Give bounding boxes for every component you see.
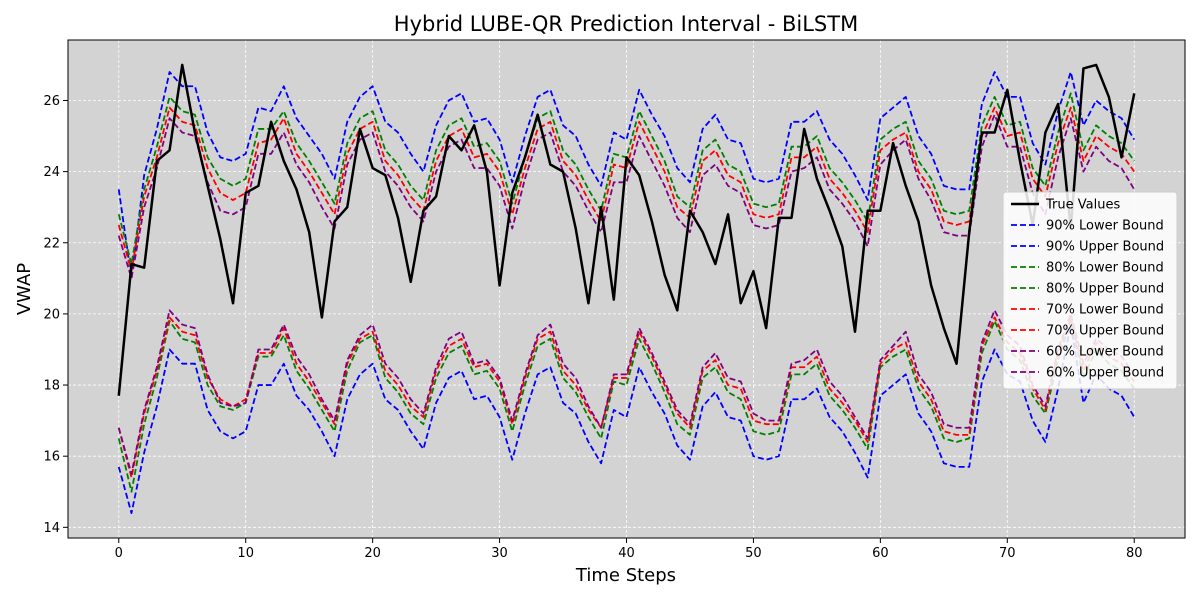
y-tick-label: 14 (43, 521, 60, 536)
series-line-60-upper-bound (117, 113, 1136, 280)
y-tick-label: 18 (43, 379, 60, 394)
y-tick-label: 26 (43, 94, 60, 109)
series-line-90-upper-bound (117, 71, 1136, 280)
y-axis-label: VWAP (14, 263, 35, 315)
x-axis-label: Time Steps (575, 565, 676, 586)
legend-label: 90% Lower Bound (1046, 219, 1164, 234)
series-line-90-lower-bound (117, 323, 1136, 514)
grid-lines (68, 40, 1185, 538)
x-tick-label: 80 (1126, 546, 1143, 561)
legend-label: 80% Lower Bound (1046, 261, 1164, 276)
y-tick-label: 20 (43, 307, 60, 322)
legend-label: 60% Lower Bound (1046, 345, 1164, 360)
legend-label: 70% Upper Bound (1046, 324, 1164, 339)
y-tick-label: 24 (43, 165, 60, 180)
legend-label: True Values (1045, 198, 1120, 213)
chart-title: Hybrid LUBE-QR Prediction Interval - BiL… (394, 12, 858, 36)
series-line-70-lower-bound (117, 316, 1135, 479)
x-tick-label: 40 (618, 546, 635, 561)
legend-label: 60% Upper Bound (1046, 366, 1164, 381)
legend-label: 80% Upper Bound (1046, 282, 1164, 297)
legend-label: 90% Upper Bound (1046, 240, 1164, 255)
x-tick-label: 0 (115, 546, 123, 561)
series-line-60-lower-bound (117, 309, 1135, 475)
series-line-80-lower-bound (117, 320, 1135, 493)
x-tick-label: 20 (364, 546, 381, 561)
legend: True Values 90% Lower Bound 90% Upper Boun… (1002, 191, 1178, 390)
x-tick-label: 10 (237, 546, 254, 561)
legend-label: 70% Lower Bound (1046, 303, 1164, 318)
series-lines (117, 63, 1136, 514)
x-tick-label: 60 (872, 546, 889, 561)
x-tick-label: 50 (745, 546, 762, 561)
series-line-70-upper-bound (117, 106, 1135, 273)
series-line-true-values (117, 63, 1136, 396)
legend-box (1002, 191, 1178, 390)
axes: 0 10 20 30 40 50 60 70 80 14 16 18 20 22 24 26 (43, 94, 1142, 561)
x-tick-label: 70 (999, 546, 1016, 561)
y-tick-label: 16 (43, 450, 60, 465)
y-tick-label: 22 (43, 236, 60, 251)
x-tick-label: 30 (491, 546, 508, 561)
